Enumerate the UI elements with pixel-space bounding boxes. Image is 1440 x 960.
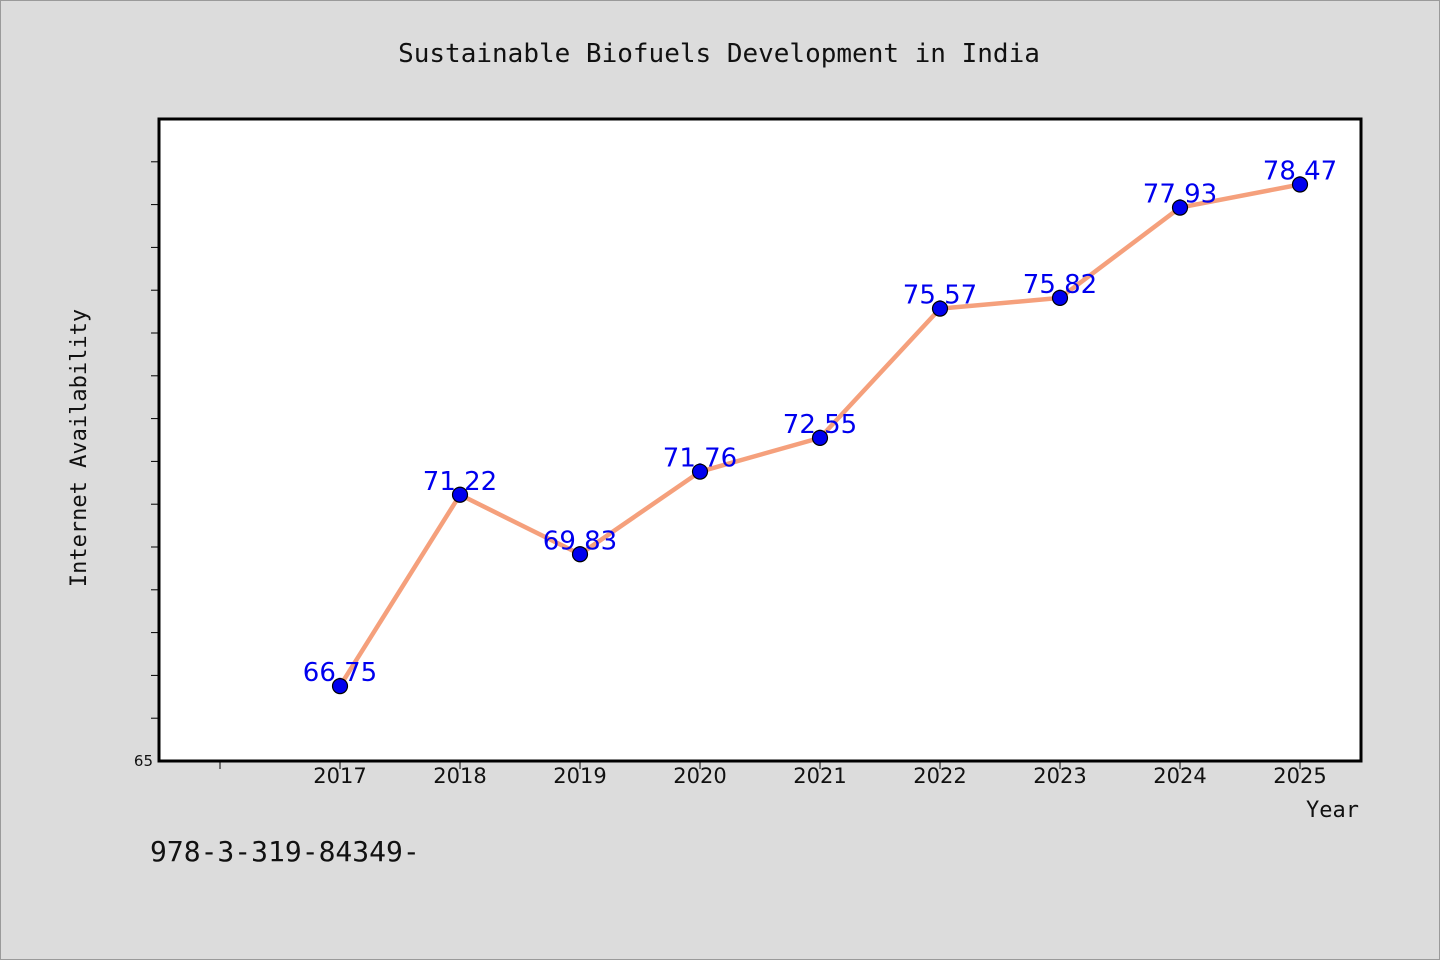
y-tick-label-0: 65 — [134, 752, 153, 770]
data-point-2025 — [1291, 176, 1309, 193]
x-tick-label-2018: 2018 — [433, 764, 486, 788]
data-point-2019 — [571, 546, 589, 563]
x-tick-label-2025: 2025 — [1273, 764, 1326, 788]
x-tick-label-2022: 2022 — [913, 764, 966, 788]
x-axis-label: Year — [1306, 798, 1359, 823]
x-tick-label-2023: 2023 — [1033, 764, 1086, 788]
x-tick-label-2017: 2017 — [313, 764, 366, 788]
data-point-2021 — [811, 429, 829, 446]
data-point-2020 — [691, 463, 709, 480]
y-axis-label: Internet Availability — [67, 309, 92, 587]
x-tick-label-2020: 2020 — [673, 764, 726, 788]
x-tick-label-2021: 2021 — [793, 764, 846, 788]
chart-title: Sustainable Biofuels Development in Indi… — [398, 39, 1040, 69]
data-point-2017 — [331, 677, 349, 695]
data-point-2024 — [1171, 199, 1189, 216]
x-tick-label-2019: 2019 — [553, 764, 606, 788]
x-axis-ticks: 2017 2018 2019 2020 2021 2022 2023 2024 2025 — [219, 761, 1327, 788]
data-point-2023 — [1051, 289, 1069, 307]
x-tick-label-2024: 2024 — [1153, 764, 1206, 788]
footer-isbn-text: 978-3-319-84349- — [150, 835, 420, 868]
data-point-2022 — [931, 300, 949, 317]
data-point-2018 — [451, 486, 469, 503]
y-axis-ticks: 65 — [134, 161, 159, 770]
